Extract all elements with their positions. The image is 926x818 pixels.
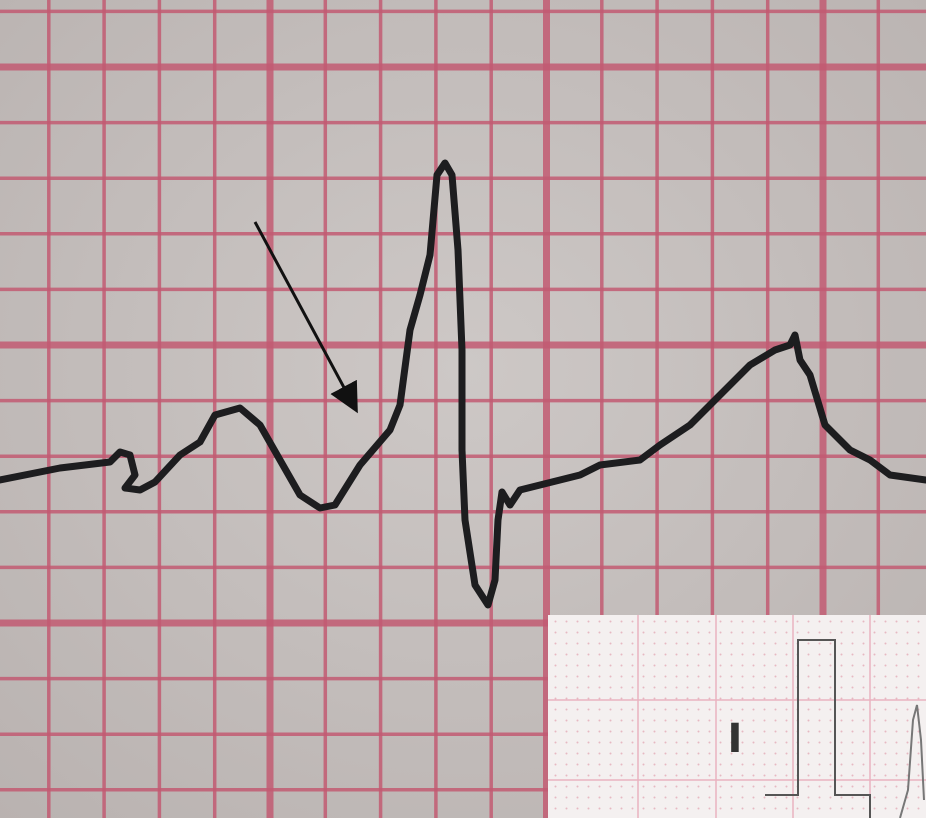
page: I (() => { const data = JSON.parse(docum… [0, 0, 926, 818]
ecg-photo: I [0, 0, 926, 818]
inset: I [548, 615, 926, 818]
lead-label: I [728, 716, 743, 762]
